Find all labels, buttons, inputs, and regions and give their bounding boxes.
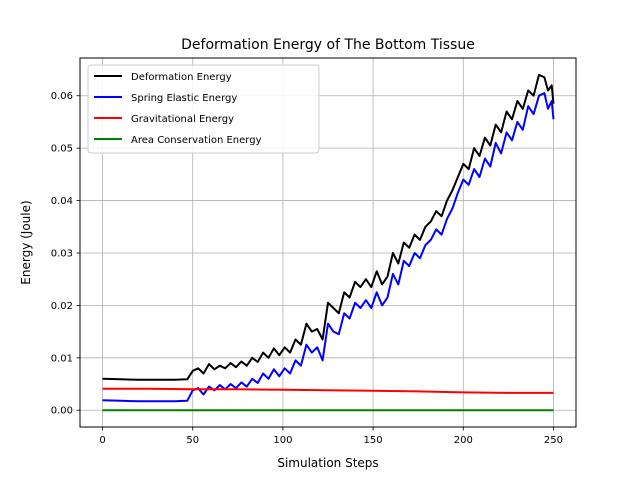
y-tick-label: 0.00 <box>51 406 73 417</box>
x-tick-label: 100 <box>273 435 292 446</box>
axes-frame <box>79 57 577 428</box>
y-tick-label: 0.05 <box>51 144 73 155</box>
series-line-2 <box>102 387 554 394</box>
legend-box <box>87 64 320 154</box>
x-tick-label: 150 <box>364 435 383 446</box>
x-tick-label: 50 <box>186 435 199 446</box>
legend: Deformation Energy Spring Elastic Energy G… <box>87 64 320 154</box>
y-tick-label: 0.06 <box>51 91 73 102</box>
series-line-1 <box>102 92 555 403</box>
y-tick-label: 0.03 <box>51 248 73 259</box>
legend-label: Deformation Energy <box>131 72 232 83</box>
series-line-0 <box>102 73 555 381</box>
x-tick-label: 200 <box>454 435 473 446</box>
x-tick-label: 0 <box>99 435 105 446</box>
x-tick-label: 250 <box>544 435 563 446</box>
legend-label: Gravitational Energy <box>131 114 234 125</box>
plot-area <box>102 73 555 412</box>
y-axis-title: Energy (Joule) <box>19 200 33 284</box>
legend-label: Area Conservation Energy <box>131 135 262 146</box>
axis-ticks: 0 50 100 150 200 250 0.00 0.01 0.02 0.03 0.04 0.05 0… <box>51 91 563 446</box>
y-tick-label: 0.02 <box>51 301 73 312</box>
y-tick-label: 0.01 <box>51 353 73 364</box>
y-tick-label: 0.04 <box>51 196 73 207</box>
legend-label: Spring Elastic Energy <box>131 93 237 104</box>
x-axis-title: Simulation Steps <box>277 456 378 470</box>
chart-title: Deformation Energy of The Bottom Tissue <box>181 37 475 53</box>
